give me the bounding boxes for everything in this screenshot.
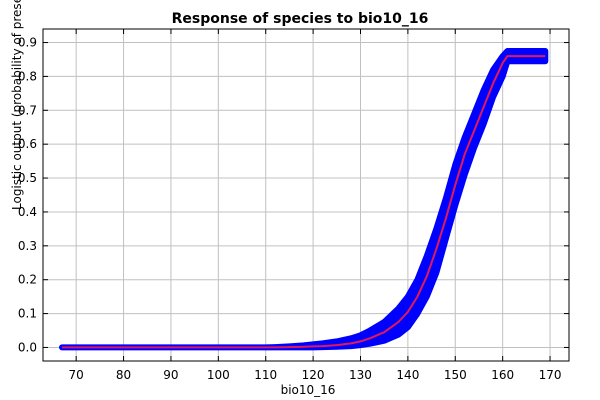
mean-response-line <box>62 55 546 349</box>
x-tick-label: 170 <box>539 368 562 382</box>
y-axis-ticks: 0.0 0.1 0.2 0.3 0.4 0.5 0.6 0.7 0.8 0.9 <box>18 36 569 354</box>
y-tick-label: 0.7 <box>18 103 37 117</box>
axes-frame <box>42 28 570 362</box>
x-axis-ticks: 70 80 90 100 110 120 130 140 150 160 170 <box>69 29 562 382</box>
x-tick-label: 100 <box>207 368 230 382</box>
y-tick-label: 0.8 <box>18 69 37 83</box>
y-tick-label: 0.5 <box>18 171 37 185</box>
x-tick-label: 120 <box>302 368 325 382</box>
x-tick-label: 70 <box>69 368 84 382</box>
y-axis-label: Logistic output (probability of presence… <box>10 0 24 210</box>
y-tick-label: 0.3 <box>18 239 37 253</box>
y-tick-label: 0.1 <box>18 307 37 321</box>
y-tick-label: 0.4 <box>18 205 37 219</box>
y-tick-label: 0.9 <box>18 36 37 50</box>
chart-title: Response of species to bio10_16 <box>171 11 429 27</box>
x-axis-label: bio10_16 <box>280 383 336 397</box>
y-tick-label: 0.2 <box>18 273 37 287</box>
x-tick-label: 150 <box>444 368 467 382</box>
x-tick-label: 80 <box>116 368 131 382</box>
x-tick-label: 160 <box>491 368 514 382</box>
x-tick-label: 130 <box>349 368 372 382</box>
x-tick-label: 140 <box>396 368 419 382</box>
confidence-band <box>59 48 549 351</box>
confidence-band-area <box>59 48 549 351</box>
axes <box>42 28 570 362</box>
mean-line <box>62 55 546 349</box>
x-tick-label: 110 <box>254 368 277 382</box>
y-tick-label: 0.0 <box>18 340 37 354</box>
y-tick-label: 0.6 <box>18 137 37 151</box>
x-tick-label: 90 <box>163 368 178 382</box>
